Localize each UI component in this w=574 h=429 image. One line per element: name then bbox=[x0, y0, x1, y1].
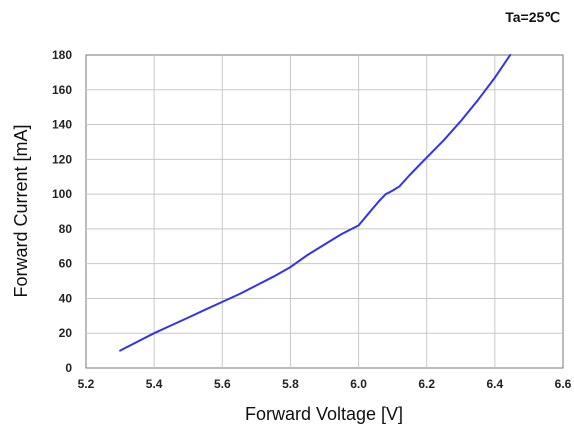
y-tick-label: 60 bbox=[59, 257, 73, 271]
x-tick-label: 5.6 bbox=[214, 377, 231, 391]
plot-area bbox=[85, 54, 564, 369]
x-axis-title: Forward Voltage [V] bbox=[245, 404, 403, 424]
x-tick-label: 6.0 bbox=[350, 377, 367, 391]
x-tick-labels: 5.2 5.4 5.6 5.8 6.0 6.2 6.4 6.6 bbox=[78, 377, 572, 391]
y-tick-label: 180 bbox=[52, 48, 72, 62]
x-tick-label: 6.6 bbox=[555, 377, 572, 391]
x-tick-label: 5.2 bbox=[78, 377, 95, 391]
x-tick-label: 5.4 bbox=[146, 377, 163, 391]
temperature-annotation: Ta=25℃ bbox=[505, 9, 560, 25]
x-tick-label: 5.8 bbox=[282, 377, 299, 391]
y-tick-label: 160 bbox=[52, 83, 72, 97]
y-axis-title: Forward Current [mA] bbox=[11, 124, 31, 297]
y-tick-label: 20 bbox=[59, 326, 73, 340]
gridlines bbox=[86, 55, 563, 368]
x-tick-label: 6.2 bbox=[418, 377, 435, 391]
x-tick-label: 6.4 bbox=[487, 377, 504, 391]
y-tick-labels: 0 20 40 60 80 100 120 140 160 180 bbox=[52, 48, 72, 375]
y-tick-label: 80 bbox=[59, 222, 73, 236]
y-tick-label: 140 bbox=[52, 118, 72, 132]
series-layer bbox=[119, 54, 512, 352]
y-tick-label: 100 bbox=[52, 187, 72, 201]
y-tick-label: 40 bbox=[59, 291, 73, 305]
y-tick-label: 120 bbox=[52, 152, 72, 166]
y-tick-label: 0 bbox=[65, 361, 72, 375]
forward-current-line bbox=[119, 54, 512, 352]
